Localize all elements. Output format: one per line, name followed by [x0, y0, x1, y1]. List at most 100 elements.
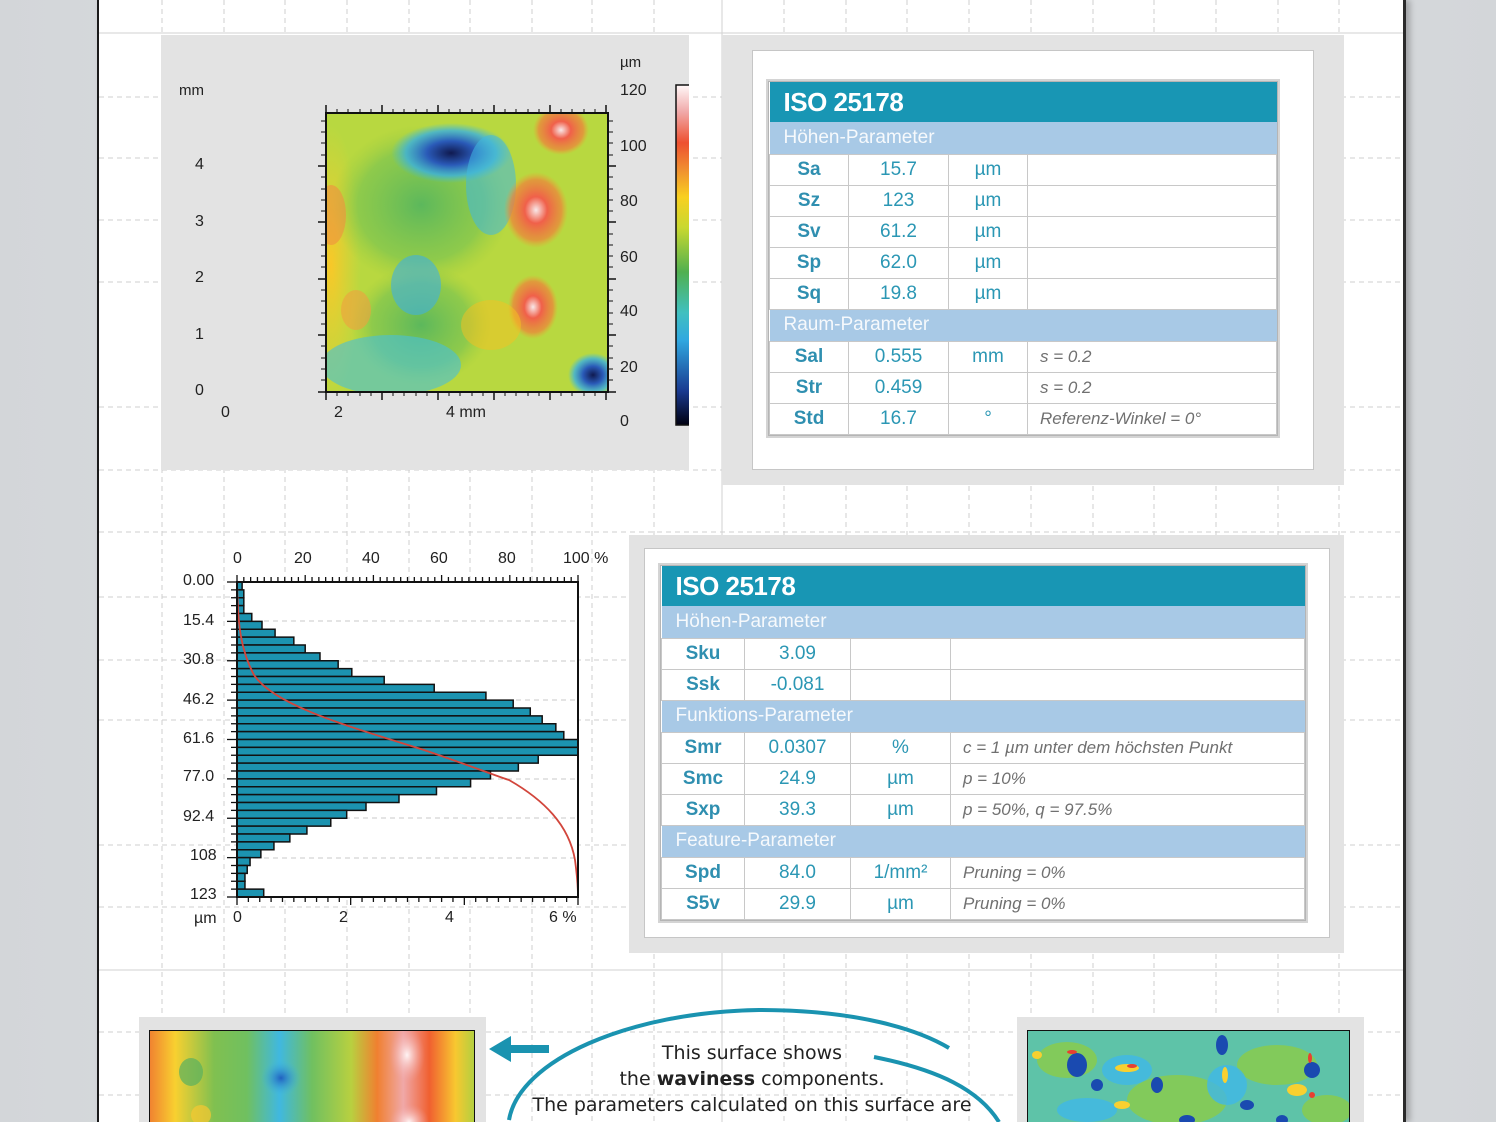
param-note: Pruning = 0%	[950, 856, 1305, 889]
param-note	[1027, 246, 1277, 279]
annotation-line-2: the waviness components.	[619, 1068, 885, 1090]
section-header: Feature-Parameter	[661, 825, 1305, 857]
section-header: Raum-Parameter	[769, 309, 1277, 341]
table-row: Sxp 39.3 µm p = 50%, q = 97.5%	[661, 793, 1305, 826]
param-unit: µm	[948, 246, 1028, 279]
hist-y-tick: 77.0	[183, 768, 215, 785]
annotation-emphasis: waviness	[656, 1068, 756, 1090]
param-name: Sal	[769, 340, 849, 373]
param-value: 0.555	[848, 340, 949, 373]
arrow-left-icon	[489, 1036, 549, 1062]
hist-y-tick: 92.4	[183, 808, 215, 825]
hist-top-tick: 100 %	[563, 550, 609, 567]
param-name: Smc	[661, 762, 745, 795]
histogram-bar	[236, 620, 263, 631]
param-unit: µm	[850, 887, 951, 920]
histogram-bar	[236, 699, 514, 709]
colorbar-unit: µm	[620, 54, 642, 71]
surface-height-map	[318, 84, 689, 426]
histogram-bar	[236, 801, 367, 812]
map-y-tick: 0	[195, 382, 204, 399]
report-page: mm	[97, 0, 1406, 1122]
histogram-bar	[236, 723, 557, 733]
param-name: Smr	[661, 731, 745, 764]
hist-y-tick: 46.2	[183, 691, 215, 708]
table-row: Smr 0.0307% c = 1 µm unter dem höchsten Pu…	[661, 731, 1305, 764]
table-row: Smc 24.9 µm p = 10%	[661, 762, 1305, 795]
histogram-bar	[236, 825, 308, 835]
map-x-tick: 2	[334, 404, 343, 421]
roughness-surface-map	[1027, 1030, 1350, 1122]
param-unit: mm	[948, 340, 1028, 373]
param-name: Ssk	[661, 668, 745, 701]
histogram-bar	[236, 746, 579, 757]
material-ratio-curve	[236, 581, 579, 898]
table-row: Std 16.7 ° Referenz-Winkel = 0°	[769, 402, 1277, 435]
histogram-bar	[236, 628, 276, 638]
param-name: Sv	[769, 215, 849, 248]
colorbar-tick: 60	[620, 249, 638, 266]
table-row: S5v 29.9 µm Pruning = 0%	[661, 887, 1305, 920]
map-y-tick: 3	[195, 213, 204, 230]
hist-y-tick: 108	[190, 847, 217, 864]
table-row: Sku 3.09	[661, 637, 1305, 670]
hist-top-tick: 60	[430, 550, 448, 567]
param-value: 84.0	[744, 856, 851, 889]
param-name: Spd	[661, 856, 745, 889]
param-name: Sq	[769, 277, 849, 310]
param-unit: µm	[948, 277, 1028, 310]
histogram-bar	[236, 762, 520, 772]
histogram-bar	[236, 817, 332, 827]
hist-top-tick: 0	[233, 550, 242, 567]
annotation-ellipse	[507, 1007, 1001, 1122]
param-value: 123	[848, 184, 949, 217]
table-title: ISO 25178	[769, 82, 1277, 122]
param-unit	[850, 668, 951, 701]
hist-top-tick: 40	[362, 550, 380, 567]
param-note: s = 0.2	[1027, 340, 1277, 373]
param-unit: µm	[948, 153, 1028, 186]
waviness-surface-map	[149, 1030, 475, 1122]
param-unit	[850, 637, 951, 670]
histogram-bar	[236, 864, 248, 875]
param-note: Referenz-Winkel = 0°	[1027, 402, 1277, 435]
table-row: Ssk -0.081	[661, 668, 1305, 701]
histogram-bar	[236, 872, 246, 883]
histogram-bar	[236, 809, 348, 820]
param-unit: 1/mm²	[850, 856, 951, 889]
param-unit: %	[850, 731, 951, 764]
hist-y-tick: 15.4	[183, 612, 215, 629]
annotation-line-1: This surface shows	[661, 1042, 843, 1064]
param-value: 29.9	[744, 887, 851, 920]
hist-y-tick: 30.8	[183, 651, 215, 668]
histogram-bar	[236, 856, 251, 867]
height-histogram	[227, 575, 579, 905]
param-value: -0.081	[744, 668, 851, 701]
map-y-tick: 1	[195, 326, 204, 343]
table-row: Sp 62.0 µm	[769, 246, 1277, 279]
hist-y-tick: 123	[190, 886, 217, 903]
param-name: Sxp	[661, 793, 745, 826]
param-value: 19.8	[848, 277, 949, 310]
hist-top-tick: 80	[498, 550, 516, 567]
map-y-tick: 2	[195, 269, 204, 286]
colorbar-tick: 80	[620, 193, 638, 210]
param-note: Pruning = 0%	[950, 887, 1305, 920]
param-value: 0.459	[848, 371, 949, 404]
histogram-bar	[236, 888, 265, 898]
table-row: Sal 0.555 mm s = 0.2	[769, 340, 1277, 373]
param-note: p = 50%, q = 97.5%	[950, 793, 1305, 826]
histogram-bar	[236, 652, 321, 662]
histogram-bar	[236, 730, 565, 741]
histogram-bar	[236, 715, 543, 725]
param-name: Str	[769, 371, 849, 404]
histogram-bar	[236, 660, 339, 670]
param-value: 39.3	[744, 793, 851, 826]
table-title: ISO 25178	[661, 566, 1305, 606]
hist-bottom-tick: 2	[339, 909, 348, 926]
param-unit: °	[948, 402, 1028, 435]
table-row: Sa 15.7 µm	[769, 153, 1277, 186]
param-name: Sp	[769, 246, 849, 279]
section-header: Höhen-Parameter	[769, 122, 1277, 154]
param-value: 61.2	[848, 215, 949, 248]
